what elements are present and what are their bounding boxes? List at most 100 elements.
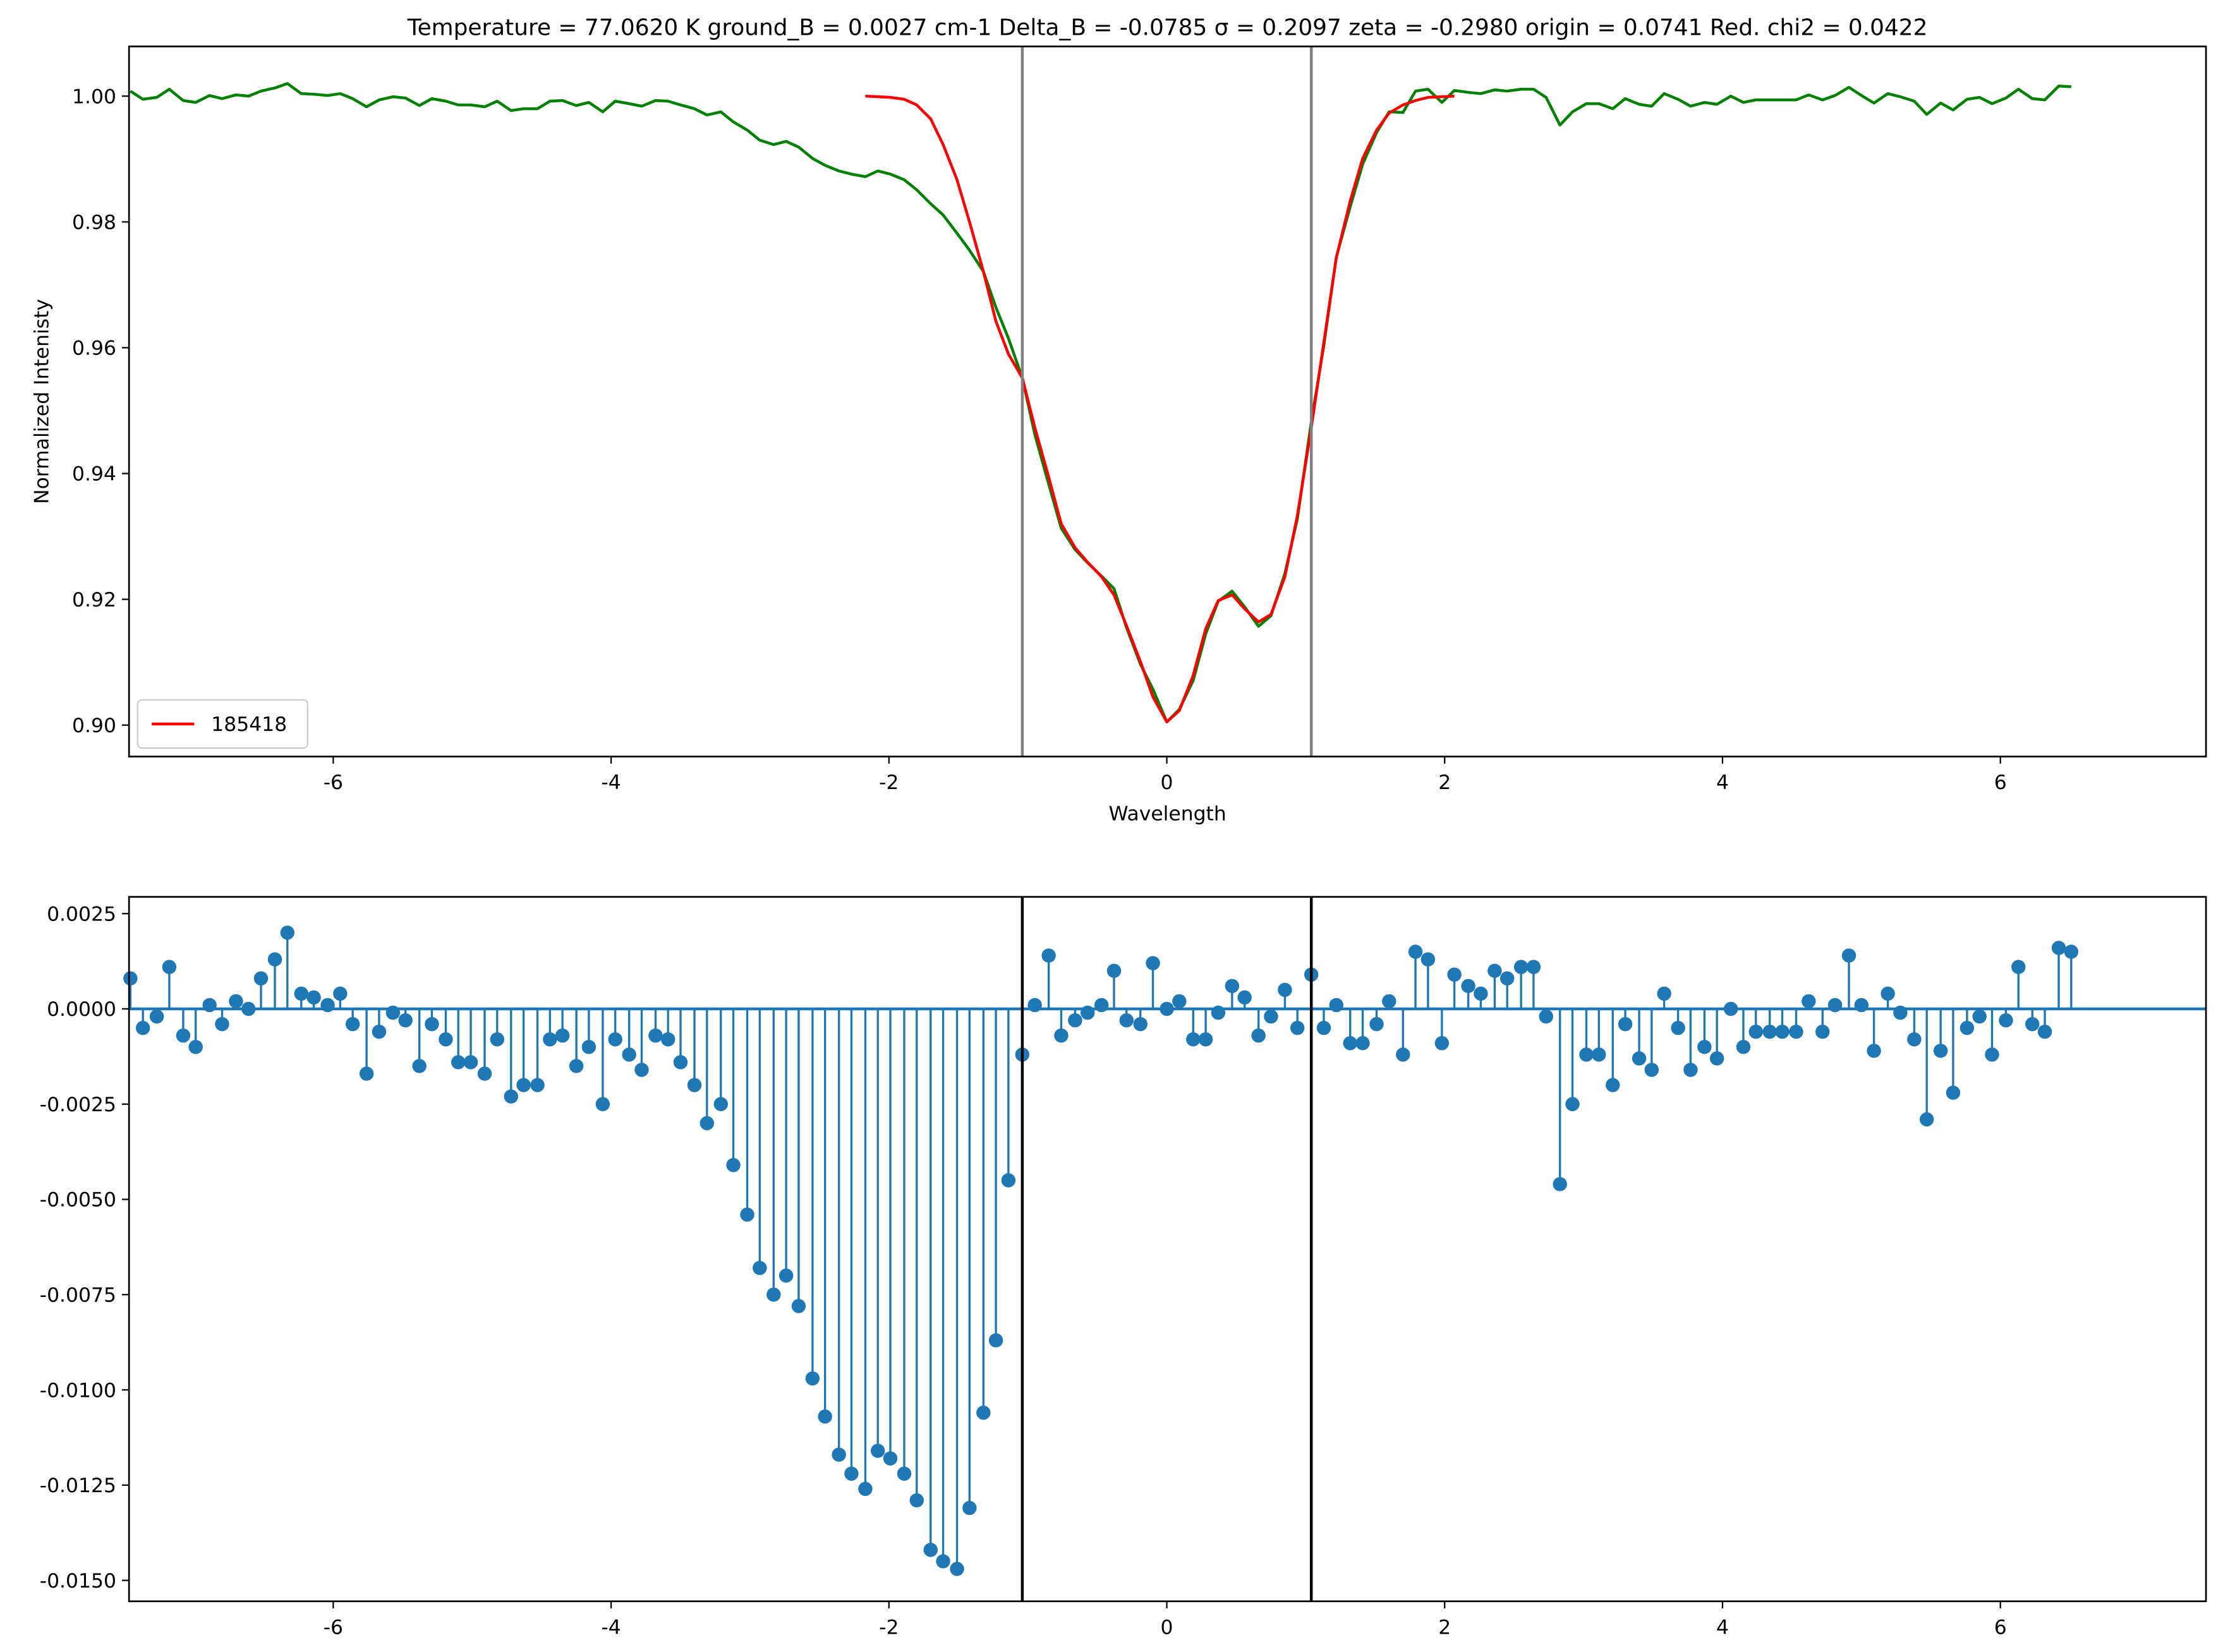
stem-marker [1290,1020,1305,1035]
stem-marker [740,1207,754,1222]
stem-marker [1709,1051,1724,1066]
stem-marker [1775,1024,1790,1039]
stem-marker [661,1032,675,1047]
stem-marker [858,1481,873,1497]
stem-marker [1960,1020,1975,1035]
stem-marker [950,1562,964,1576]
x-tick-label: -6 [324,771,343,794]
y-tick-label: -0.0025 [40,1094,116,1116]
stem-marker [1054,1028,1069,1043]
stem-marker [451,1055,466,1070]
x-tick-label: -2 [879,771,899,794]
stem-marker [1198,1032,1213,1047]
stem-marker [1671,1020,1685,1035]
stem-marker [1606,1078,1620,1092]
stem-marker [595,1097,610,1111]
stem-marker [897,1466,912,1481]
stem-marker [1119,1013,1134,1028]
y-tick-label: -0.0100 [40,1379,116,1402]
stem-marker [530,1078,545,1092]
y-tick-label: 0.90 [72,714,116,737]
stem-marker [149,1009,164,1024]
stem-marker [477,1066,492,1081]
stem-marker [345,1016,360,1032]
stem-marker [1316,1020,1331,1035]
stem-marker [188,1040,203,1054]
stem-marker [870,1444,885,1458]
stem-marker [2064,944,2079,959]
y-tick-label: 0.94 [72,463,116,486]
stem-marker [241,1001,256,1016]
stem-marker [1867,1044,1881,1058]
stem-marker [1461,979,1475,994]
stem-marker [516,1078,531,1092]
x-tick-label: 6 [1994,1616,2007,1639]
stem-marker [294,986,309,1001]
legend-label: 185418 [211,713,287,736]
stem-marker [1854,998,1869,1013]
y-tick-label: 0.98 [72,212,116,234]
stem-marker [1579,1047,1594,1062]
legend-box [136,699,308,749]
stem-marker [1172,994,1187,1009]
stem-marker [1160,1001,1174,1016]
stem-marker [726,1158,741,1173]
stem-marker [1972,1009,1987,1024]
stem-marker [1278,982,1292,998]
stem-marker [766,1287,781,1302]
y-tick-label: 0.96 [72,337,116,360]
stem-marker [463,1055,478,1070]
x-tick-label: 4 [1716,771,1729,794]
stem-marker [1146,956,1160,970]
chart-title: Temperature = 77.0620 K ground_B = 0.002… [407,15,1928,41]
stem-marker [306,990,321,1005]
stem-marker [1237,990,1252,1005]
stem-marker [1080,1005,1095,1020]
x-tick-label: -4 [601,1616,621,1639]
stem-marker [2025,1016,2040,1032]
stem-marker [700,1116,715,1131]
y-tick-label: 0.0025 [47,903,116,925]
stem-marker [253,971,269,986]
stem-marker [1068,1013,1082,1028]
stem-marker [1396,1047,1410,1062]
stem-marker [1526,960,1541,974]
axes-frame [128,45,2207,757]
stem-marker [648,1028,663,1043]
stem-marker [398,1013,413,1028]
stem-marker [1657,986,1671,1001]
y-tick-label: 1.00 [72,85,116,108]
stem-marker [202,998,217,1013]
stem-marker [1999,1013,2013,1028]
stem-marker [962,1500,977,1516]
stem-marker [805,1371,820,1386]
stem-marker [1001,1173,1016,1188]
stem-marker [1329,998,1343,1013]
stem-marker [1985,1047,1999,1062]
stem-marker [1736,1040,1751,1054]
stem-marker [909,1493,924,1508]
y-tick-label: -0.0150 [40,1570,116,1593]
stem-marker [1946,1085,1961,1100]
stem-marker [1133,1016,1148,1032]
stem-marker [135,1020,150,1035]
stem-marker [791,1299,806,1313]
stem-marker [1186,1032,1201,1047]
stem-marker [1369,1016,1384,1032]
stem-marker [229,994,243,1009]
y-tick-label: 0.0000 [47,998,116,1021]
stem-marker [1487,963,1502,978]
stem-marker [1827,998,1843,1013]
x-tick-label: -2 [879,1616,899,1639]
stem-marker [280,925,295,940]
stem-marker [1933,1044,1948,1058]
stem-marker [412,1059,427,1073]
y-tick-label: -0.0125 [40,1474,116,1497]
stem-marker [267,952,282,967]
stem-marker [1382,994,1396,1009]
stem-marker [1841,948,1857,963]
stem-marker [713,1097,728,1111]
stem-marker [1592,1047,1606,1062]
stem-marker [2051,941,2066,955]
